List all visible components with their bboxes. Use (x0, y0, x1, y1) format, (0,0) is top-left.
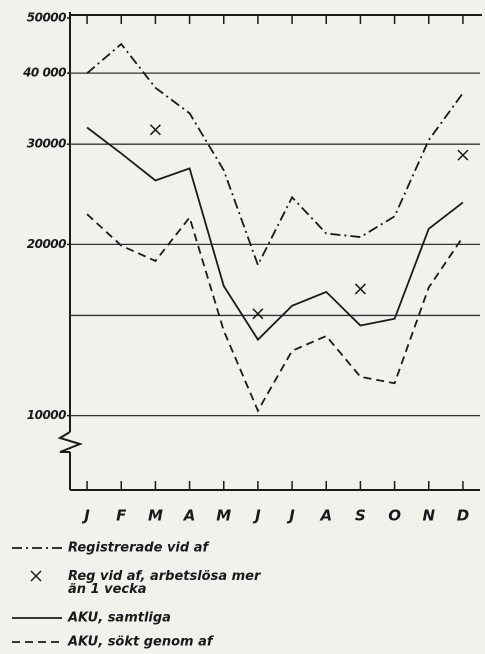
marker (252, 308, 264, 320)
x-tick-label: J (252, 507, 261, 525)
y-tick-label: 20000 (27, 237, 66, 251)
y-tick-label: 40 000 (22, 66, 66, 80)
series-line (86, 213, 464, 413)
legend-marker (30, 570, 42, 582)
series-line (86, 126, 464, 342)
x-tick-label: F (116, 507, 127, 525)
legend-label: AKU, samtliga (67, 611, 171, 626)
legend-label: AKU, sökt genom af (67, 635, 215, 650)
x-tick-label: M (148, 507, 163, 525)
x-tick-label: J (286, 507, 295, 525)
x-tick-label: A (319, 507, 332, 525)
x-tick-label: M (216, 507, 231, 525)
legend-label: Reg vid af, arbetslösa mer än 1 vecka (68, 569, 262, 597)
x-tick-label: D (457, 507, 469, 525)
marker (149, 124, 161, 136)
x-tick-label: O (388, 507, 401, 525)
x-tick-label: S (355, 507, 366, 525)
axis-break (57, 431, 84, 453)
y-tick-label: 10000 (27, 408, 66, 422)
marker (457, 149, 469, 161)
marker (354, 283, 366, 295)
legend-label: Registrerade vid af (68, 541, 210, 556)
x-tick-label: J (81, 507, 90, 525)
series-line (86, 42, 464, 268)
x-tick-label: A (183, 507, 196, 525)
x-tick-label: N (422, 507, 435, 525)
y-tick-label: 50000 (27, 11, 66, 25)
y-tick-label: 30000 (27, 137, 66, 151)
